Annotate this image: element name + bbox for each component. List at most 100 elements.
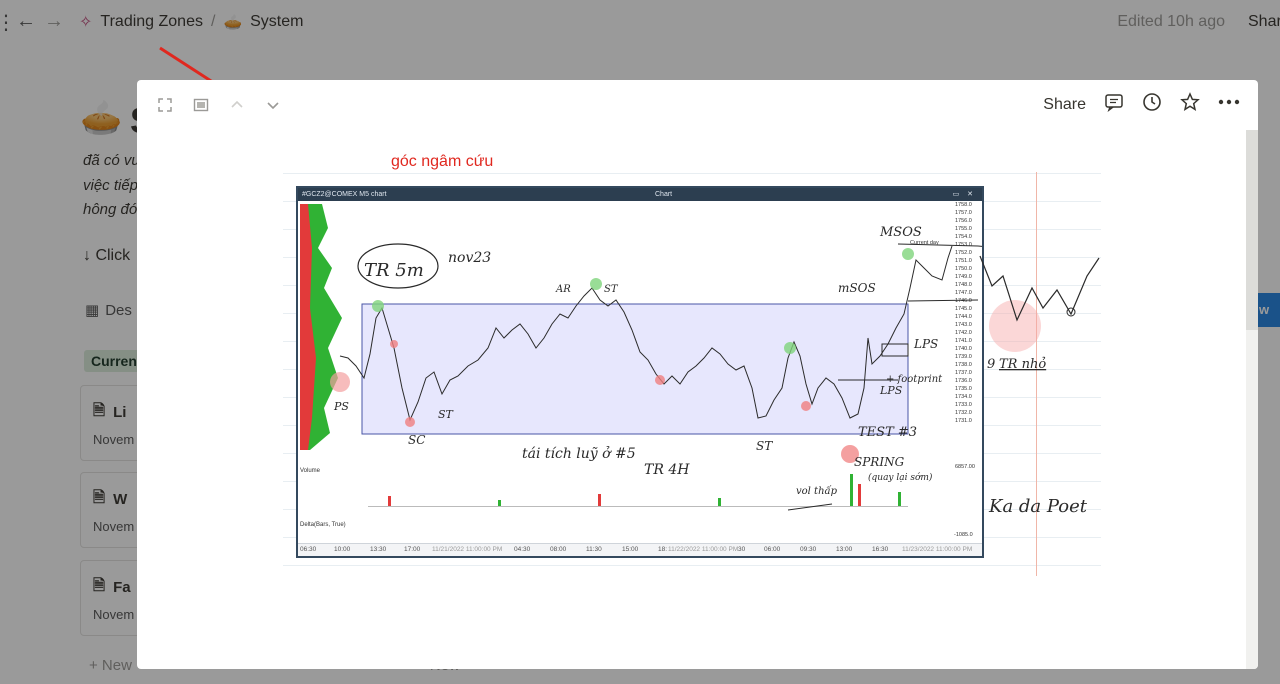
price-tick: 1732.0 bbox=[955, 410, 972, 416]
modal-toolbar-left bbox=[155, 95, 283, 115]
time-tick: 06:00 bbox=[764, 546, 781, 553]
price-tick: 1736.0 bbox=[955, 378, 972, 384]
chart-symbol: #GCZ2@COMEX M5 chart bbox=[302, 191, 387, 198]
price-tick: 1737.0 bbox=[955, 370, 972, 376]
price-tick: 1752.0 bbox=[955, 250, 972, 256]
time-tick: 11/21/2022 11:00:00 PM bbox=[432, 546, 503, 553]
status-tag-current: Curren bbox=[84, 350, 144, 372]
modal-toolbar-right: Share bbox=[1043, 92, 1240, 117]
red-note-label: góc ngâm cứu bbox=[391, 153, 494, 170]
price-tick: 1753.0 bbox=[955, 242, 972, 248]
topbar: ⋮ ← → ✧ Trading Zones / 🥧 System Edited … bbox=[0, 0, 1280, 44]
sparkle-icon: ✧ bbox=[79, 14, 93, 31]
price-tick: 1754.0 bbox=[955, 234, 972, 240]
price-tick: 1745.0 bbox=[955, 306, 972, 312]
share-button[interactable]: Share bbox=[1043, 95, 1086, 113]
new-database-button-label: w bbox=[1259, 302, 1270, 317]
image-preview-modal: Share góc ngâm cứu #GCZ2@COMEX M5 chart … bbox=[137, 80, 1258, 669]
page-pie-icon[interactable]: 🥧 bbox=[80, 99, 123, 137]
grid-icon: ▦ bbox=[85, 302, 100, 319]
chevron-down-icon[interactable] bbox=[263, 95, 283, 115]
time-tick: 10:00 bbox=[334, 546, 351, 553]
edited-timestamp: Edited 10h ago bbox=[1117, 13, 1225, 30]
share-button-background[interactable]: Share bbox=[1248, 13, 1280, 30]
pie-icon: 🥧 bbox=[223, 14, 243, 31]
peek-mode-icon[interactable] bbox=[191, 95, 211, 115]
document-icon: 🗎 bbox=[93, 489, 106, 506]
card-date: Novem bbox=[93, 519, 135, 534]
price-tick: 1738.0 bbox=[955, 362, 972, 368]
chart-title: Chart bbox=[655, 191, 673, 198]
new-database-button[interactable]: w bbox=[1258, 293, 1280, 327]
time-tick: 13:30 bbox=[370, 546, 387, 553]
breadcrumb: ✧ Trading Zones / 🥧 System bbox=[79, 12, 303, 32]
time-tick: 18: bbox=[658, 546, 668, 553]
volume-profile-sell bbox=[300, 204, 316, 450]
chevron-up-icon[interactable] bbox=[227, 95, 247, 115]
price-tick: 1747.0 bbox=[955, 290, 972, 296]
price-tick: 6857.00 bbox=[955, 464, 975, 470]
price-tick: 1744.0 bbox=[955, 314, 972, 320]
price-tick: 1746.0 bbox=[955, 298, 972, 304]
card-date: Novem bbox=[93, 607, 135, 622]
time-tick: 15:00 bbox=[622, 546, 639, 553]
price-tick: 1755.0 bbox=[955, 226, 972, 232]
time-tick: 06:30 bbox=[300, 546, 317, 553]
time-tick: 17:00 bbox=[404, 546, 421, 553]
card-title: Li bbox=[113, 404, 127, 421]
favorite-star-icon[interactable] bbox=[1180, 92, 1200, 117]
description-line-3: hông đó bbox=[83, 201, 138, 218]
price-tick: 1751.0 bbox=[955, 258, 972, 264]
description-line-2: việc tiếp bbox=[83, 177, 139, 194]
price-tick: 1748.0 bbox=[955, 282, 972, 288]
time-tick: 16:30 bbox=[872, 546, 889, 553]
price-tick: 1757.0 bbox=[955, 210, 972, 216]
price-tick: 1740.0 bbox=[955, 346, 972, 352]
trading-range-box bbox=[361, 303, 909, 435]
expand-icon[interactable] bbox=[155, 95, 175, 115]
price-tick: 1758.0 bbox=[955, 202, 972, 208]
price-tick: 1731.0 bbox=[955, 418, 972, 424]
more-options-icon[interactable] bbox=[1218, 92, 1240, 117]
price-tick: 1749.0 bbox=[955, 274, 972, 280]
time-tick: 11/22/2022 11:00:00 PM bbox=[668, 546, 739, 553]
database-view-tab[interactable]: ▦ Des bbox=[85, 301, 132, 320]
price-tick: 1735.0 bbox=[955, 386, 972, 392]
price-tick: 1734.0 bbox=[955, 394, 972, 400]
back-arrow-icon[interactable]: ← bbox=[16, 10, 36, 32]
breadcrumb-workspace[interactable]: Trading Zones bbox=[100, 13, 203, 30]
chart-window-controls-icon[interactable]: ▭ ✕ bbox=[952, 191, 976, 198]
card-date: Novem bbox=[93, 432, 135, 447]
volume-bars bbox=[368, 474, 908, 507]
chart-header: #GCZ2@COMEX M5 chart Chart ▭ ✕ bbox=[298, 188, 982, 201]
forward-arrow-icon[interactable]: → bbox=[44, 10, 64, 32]
price-tick: 1733.0 bbox=[955, 402, 972, 408]
click-hint[interactable]: ↓ Click bbox=[83, 247, 131, 264]
card-title: W bbox=[113, 491, 128, 508]
price-tick: 1756.0 bbox=[955, 218, 972, 224]
scrollbar-thumb[interactable] bbox=[1246, 130, 1258, 330]
new-item-button[interactable]: + New bbox=[89, 657, 132, 674]
trading-chart: #GCZ2@COMEX M5 chart Chart ▭ ✕ bbox=[296, 186, 984, 558]
comment-icon[interactable] bbox=[1104, 92, 1124, 117]
price-tick: 1743.0 bbox=[955, 322, 972, 328]
time-tick: 04:30 bbox=[514, 546, 531, 553]
sidebar-toggle-icon[interactable]: ⋮ bbox=[0, 12, 16, 34]
document-icon: 🗎 bbox=[93, 402, 106, 419]
time-tick: 13:00 bbox=[836, 546, 853, 553]
price-tick: 1741.0 bbox=[955, 338, 972, 344]
time-tick: 11:30 bbox=[586, 546, 602, 553]
chart-drawing bbox=[300, 204, 982, 511]
price-tick: 1739.0 bbox=[955, 354, 972, 360]
time-tick: 09:30 bbox=[800, 546, 817, 553]
breadcrumb-page[interactable]: System bbox=[250, 13, 304, 30]
price-tick: 1750.0 bbox=[955, 266, 972, 272]
time-tick: 08:00 bbox=[550, 546, 567, 553]
breadcrumb-separator: / bbox=[210, 13, 216, 30]
time-axis: 06:30 10:00 13:30 17:00 11/21/2022 11:00… bbox=[298, 543, 982, 556]
document-icon: 🗎 bbox=[93, 577, 106, 594]
description-line-1: đã có vu bbox=[83, 152, 140, 169]
history-clock-icon[interactable] bbox=[1142, 92, 1162, 117]
price-tick: 1742.0 bbox=[955, 330, 972, 336]
card-title: Fa bbox=[113, 579, 131, 596]
